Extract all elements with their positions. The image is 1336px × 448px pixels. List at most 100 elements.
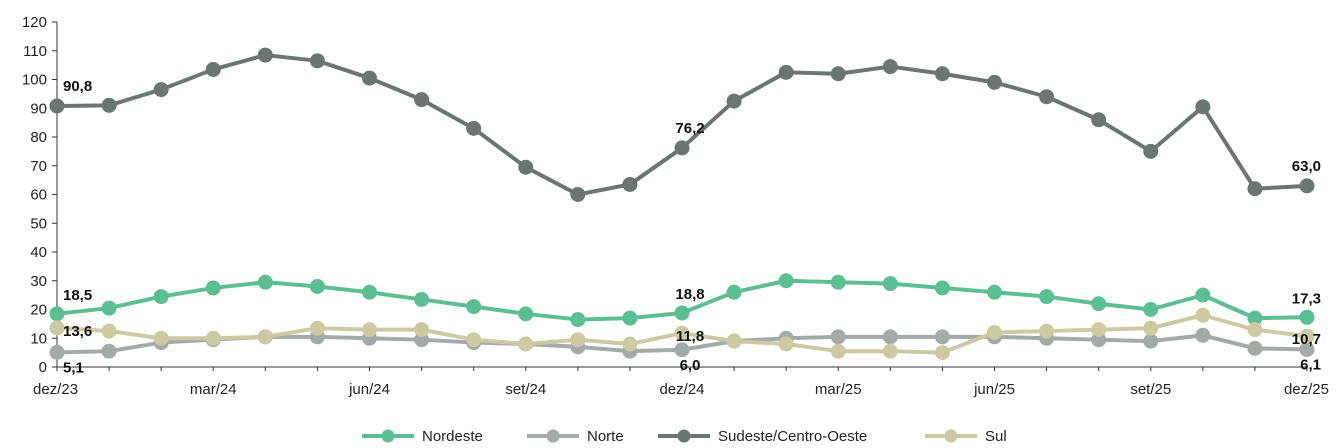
legend-marker [677, 429, 691, 443]
y-tick-label: 40 [30, 244, 47, 261]
data-label: 90,8 [63, 78, 92, 95]
data-point [830, 329, 846, 345]
data-point [622, 176, 638, 192]
data-point [1247, 181, 1263, 197]
legend-item-sudeste-centro-oeste: Sudeste/Centro-Oeste [658, 428, 867, 445]
data-point [1195, 99, 1211, 115]
data-point [466, 332, 482, 348]
data-point [414, 291, 430, 307]
legend-marker [546, 429, 560, 443]
legend: Nordeste Norte Sudeste/Centro-Oeste Sul [362, 428, 1007, 445]
y-tick-label: 80 [30, 129, 47, 146]
data-point [1143, 302, 1159, 317]
data-point [466, 120, 482, 136]
data-point [205, 330, 221, 346]
data-point [882, 276, 898, 292]
data-point [153, 330, 169, 346]
data-point [101, 97, 117, 113]
data-point [987, 284, 1002, 300]
legend-item-nordeste: Nordeste [362, 428, 483, 445]
data-point [518, 336, 534, 352]
data-point [674, 140, 690, 156]
data-label: 11,8 [676, 328, 704, 345]
legend-item-norte: Norte [527, 428, 624, 445]
y-tick-label: 90 [30, 100, 47, 117]
legend-marker [944, 429, 958, 443]
data-point [934, 280, 950, 296]
data-point [466, 299, 482, 315]
data-point [830, 66, 846, 82]
data-point [205, 61, 221, 77]
data-point [830, 274, 846, 290]
data-label: 63,0 [1292, 158, 1321, 175]
data-point [622, 336, 638, 352]
data-point [987, 74, 1002, 90]
data-point [1143, 143, 1159, 159]
data-point [778, 336, 794, 352]
data-point [1039, 289, 1055, 305]
data-point [257, 329, 273, 345]
data-label: 5,1 [63, 359, 84, 376]
data-point [518, 306, 534, 322]
data-point [1247, 322, 1263, 338]
data-point [778, 273, 794, 289]
data-point [1091, 112, 1107, 128]
data-point [1299, 309, 1315, 325]
data-point [830, 343, 846, 359]
data-point [414, 92, 430, 108]
data-point [1143, 320, 1159, 336]
data-label: 18,5 [63, 287, 92, 304]
data-point [674, 342, 690, 358]
data-point [1143, 333, 1159, 349]
y-tick-label: 100 [22, 72, 47, 89]
data-point [49, 98, 65, 114]
data-point [726, 284, 742, 300]
data-point [49, 306, 65, 322]
x-tick-label: dez/23 [33, 381, 78, 398]
legend-item-sul: Sul [925, 428, 1007, 445]
y-tick-label: 10 [30, 330, 47, 347]
data-point [309, 279, 325, 294]
data-point [414, 322, 430, 338]
legend-marker [381, 429, 395, 443]
y-tick-label: 30 [30, 273, 47, 290]
data-label: 17,3 [1292, 290, 1321, 307]
data-point [1299, 341, 1315, 357]
data-point [1195, 327, 1211, 343]
data-label: 6,0 [680, 357, 701, 374]
data-label: 76,2 [675, 120, 704, 137]
series-layer [49, 47, 1315, 361]
data-point [1195, 287, 1211, 303]
data-point [570, 187, 586, 202]
data-point [518, 159, 534, 175]
data-point [362, 70, 377, 86]
data-point [49, 344, 65, 360]
x-tick-label: set/25 [1130, 381, 1171, 398]
y-tick-label: 70 [30, 158, 47, 175]
data-point [1039, 89, 1055, 105]
data-point [1195, 307, 1211, 323]
data-point [257, 274, 273, 290]
y-tick-label: 110 [23, 43, 47, 60]
data-point [934, 66, 950, 82]
data-point [1091, 296, 1107, 312]
x-tick-label: jun/24 [348, 381, 390, 398]
x-tick-label: mar/24 [190, 381, 237, 398]
series-nordeste [49, 273, 1315, 328]
data-point [309, 320, 325, 336]
legend-label: Sudeste/Centro-Oeste [718, 428, 867, 445]
y-tick-label: 60 [30, 187, 47, 204]
data-label: 6,1 [1300, 356, 1321, 373]
data-label: 10,7 [1292, 331, 1321, 348]
y-tick-label: 50 [30, 215, 47, 232]
legend-label: Norte [587, 428, 624, 445]
data-point [1039, 323, 1055, 339]
data-point [309, 53, 325, 69]
data-point [674, 325, 690, 341]
data-point [1299, 178, 1315, 194]
data-point [987, 325, 1002, 340]
data-point [1091, 322, 1107, 338]
data-point [257, 47, 273, 63]
data-point [622, 310, 638, 326]
